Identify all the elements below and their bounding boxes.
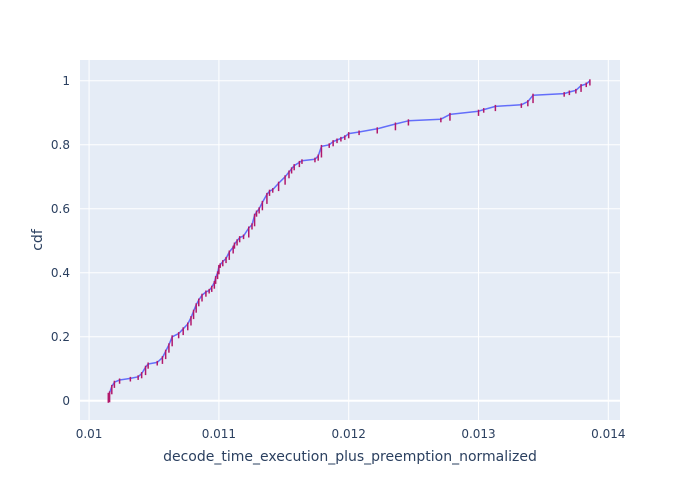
- y-tick-label: 0.6: [51, 202, 70, 216]
- y-axis-title: cdf: [30, 228, 46, 251]
- y-tick-label: 0.2: [51, 330, 70, 344]
- y-tick-label: 1: [62, 74, 70, 88]
- x-axis-title: decode_time_execution_plus_preemption_no…: [163, 449, 537, 465]
- x-tick-label: 0.013: [461, 427, 495, 441]
- x-tick-labels: 0.01 0.011 0.012 0.013 0.014: [76, 427, 626, 441]
- cdf-series: [107, 80, 591, 401]
- gridlines: [80, 60, 620, 420]
- y-tick-labels: 0 0.2 0.4 0.6 0.8 1: [51, 74, 70, 408]
- y-tick-label: 0: [62, 394, 70, 408]
- x-tick-label: 0.012: [332, 427, 366, 441]
- x-tick-label: 0.01: [76, 427, 103, 441]
- x-tick-label: 0.011: [202, 427, 236, 441]
- cdf-line: [107, 80, 591, 401]
- plot-area: [80, 60, 620, 420]
- y-tick-label: 0.8: [51, 138, 70, 152]
- y-tick-label: 0.4: [51, 266, 70, 280]
- x-tick-label: 0.014: [591, 427, 625, 441]
- step-markers: [107, 79, 591, 403]
